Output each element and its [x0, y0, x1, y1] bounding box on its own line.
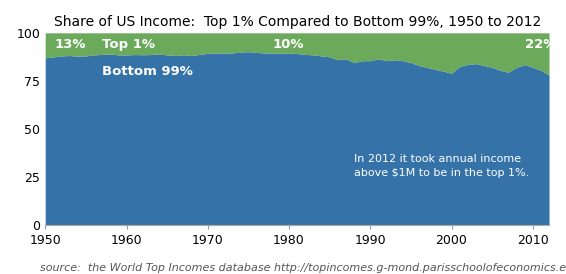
Text: 10%: 10% — [273, 38, 305, 51]
Text: source:  the World Top Incomes database http://topincomes.g-mond.parisschoolofec: source: the World Top Incomes database h… — [40, 263, 566, 273]
Text: Top 1%: Top 1% — [102, 38, 155, 51]
Text: Bottom 99%: Bottom 99% — [102, 65, 193, 78]
Text: In 2012 it took annual income
above $1M to be in the top 1%.: In 2012 it took annual income above $1M … — [354, 154, 529, 178]
Text: 13%: 13% — [55, 38, 87, 51]
Text: 22%: 22% — [525, 38, 556, 51]
Title: Share of US Income:  Top 1% Compared to Bottom 99%, 1950 to 2012: Share of US Income: Top 1% Compared to B… — [54, 15, 541, 29]
